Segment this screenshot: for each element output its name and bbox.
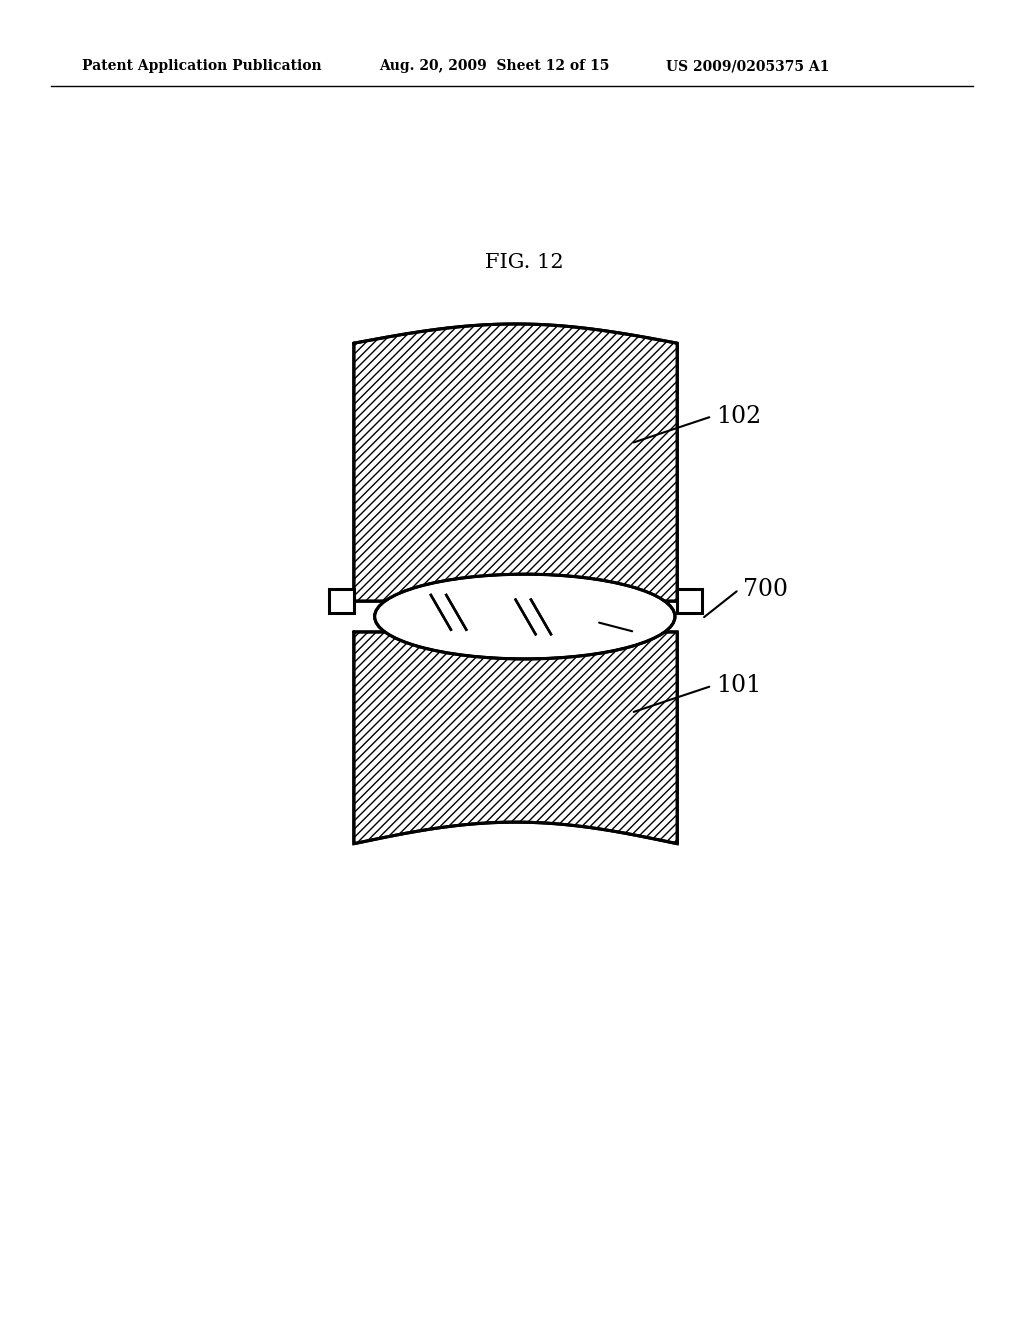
Polygon shape: [354, 323, 677, 601]
Text: 700: 700: [742, 578, 787, 601]
Text: US 2009/0205375 A1: US 2009/0205375 A1: [666, 59, 829, 74]
Ellipse shape: [375, 574, 675, 659]
Text: Patent Application Publication: Patent Application Publication: [82, 59, 322, 74]
Text: 101: 101: [716, 675, 761, 697]
Text: 102: 102: [716, 405, 761, 428]
Polygon shape: [354, 632, 677, 843]
Text: G: G: [637, 623, 656, 645]
Bar: [677, 589, 701, 614]
Bar: [330, 589, 354, 614]
Text: Aug. 20, 2009  Sheet 12 of 15: Aug. 20, 2009 Sheet 12 of 15: [379, 59, 609, 74]
Text: FIG. 12: FIG. 12: [485, 253, 564, 272]
Ellipse shape: [377, 576, 673, 657]
